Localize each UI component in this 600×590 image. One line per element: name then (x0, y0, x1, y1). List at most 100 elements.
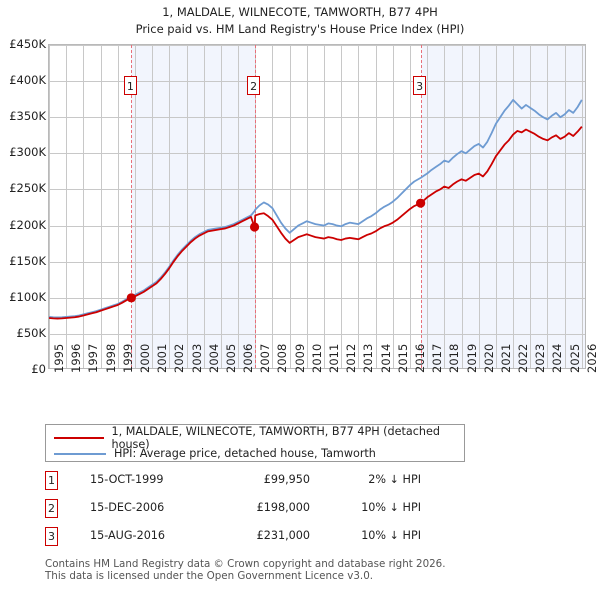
x-axis-tick-label: 2008 (275, 343, 290, 373)
gridline-horizontal (49, 153, 585, 155)
x-axis-tick-label: 2001 (155, 343, 170, 373)
legend-label-hpi: HPI: Average price, detached house, Tamw… (114, 447, 376, 460)
gridline-vertical (220, 45, 222, 368)
x-axis-tick-label: 1995 (52, 343, 66, 373)
x-axis-tick-label: 2004 (206, 343, 221, 373)
x-axis-tick-label: 2023 (533, 343, 548, 373)
chart-plot-area (48, 44, 586, 369)
x-axis-tick-label: 2014 (378, 343, 393, 373)
x-axis-tick-label: 1999 (120, 343, 135, 373)
x-axis-tick-label: 2007 (258, 343, 273, 373)
highlight-band (131, 45, 255, 368)
gridline-vertical (238, 45, 240, 368)
series-line (49, 126, 583, 320)
gridline-vertical (427, 45, 429, 368)
gridline-vertical (375, 45, 377, 368)
gridline-horizontal (49, 45, 585, 46)
gridline-vertical (358, 45, 360, 368)
gridline-vertical (100, 45, 102, 368)
transaction-date-1: 15-OCT-1999 (90, 473, 164, 486)
x-axis-tick-label: 2005 (223, 343, 238, 373)
gridline-vertical (83, 45, 85, 368)
transaction-hpi-1: 2% ↓ HPI (368, 473, 421, 486)
gridline-vertical (255, 45, 257, 368)
x-axis-tick-label: 2009 (292, 343, 307, 373)
gridline-vertical (289, 45, 291, 368)
transaction-index-1: 1 (45, 471, 58, 490)
x-axis-tick-label: 1996 (69, 343, 84, 373)
gridline-vertical (495, 45, 497, 368)
event-marker-line (254, 45, 256, 368)
gridline-vertical (461, 45, 463, 368)
chart-title-line1: 1, MALDALE, WILNECOTE, TAMWORTH, B77 4PH (162, 5, 438, 19)
table-row: 3 15-AUG-2016 £231,000 10% ↓ HPI (45, 526, 465, 554)
gridline-vertical (152, 45, 154, 368)
chart-legend: 1, MALDALE, WILNECOTE, TAMWORTH, B77 4PH… (45, 424, 465, 462)
footer-line-2: This data is licensed under the Open Gov… (45, 570, 374, 582)
gridline-vertical (444, 45, 446, 368)
gridline-vertical (134, 45, 136, 368)
x-axis-tick-label: 2003 (189, 343, 204, 373)
series-line (49, 98, 583, 319)
event-marker-box-1: 1 (123, 76, 137, 95)
gridline-vertical (186, 45, 188, 368)
highlight-band (420, 45, 585, 368)
gridline-vertical (409, 45, 411, 368)
gridline-vertical (117, 45, 119, 368)
data-point-marker (126, 293, 136, 303)
transaction-price-1: £99,950 (263, 473, 310, 486)
gridline-vertical (306, 45, 308, 368)
transaction-price-2: £198,000 (256, 501, 310, 514)
legend-label-property: 1, MALDALE, WILNECOTE, TAMWORTH, B77 4PH… (111, 424, 441, 451)
gridline-horizontal (49, 189, 585, 191)
y-axis-labels: £0 £50K £100K £150K £200K £250K £300K £350K £400… (0, 0, 46, 590)
x-axis-tick-label: 2002 (172, 343, 187, 373)
x-axis-tick-label: 2024 (550, 343, 565, 373)
event-marker-box-2: 2 (247, 76, 261, 95)
transaction-index-2: 2 (45, 499, 58, 518)
x-axis-tick-label: 2013 (361, 343, 376, 373)
page-title: 1, MALDALE, WILNECOTE, TAMWORTH, B77 4PH… (0, 4, 600, 38)
legend-item-property: 1, MALDALE, WILNECOTE, TAMWORTH, B77 4PH… (46, 425, 464, 451)
gridline-horizontal (49, 117, 585, 119)
transaction-hpi-2: 10% ↓ HPI (361, 501, 421, 514)
x-axis-tick-label: 2016 (412, 343, 427, 373)
gridline-vertical (169, 45, 171, 368)
legend-swatch-hpi (54, 452, 106, 455)
x-axis-tick-label: 2019 (464, 343, 479, 373)
data-point-marker (249, 222, 260, 232)
x-axis-tick-label: 2017 (430, 343, 445, 373)
y-axis-tick-label: £450K (9, 37, 46, 51)
transaction-price-3: £231,000 (256, 529, 310, 542)
table-row: 1 15-OCT-1999 £99,950 2% ↓ HPI (45, 470, 465, 498)
transaction-date-3: 15-AUG-2016 (90, 529, 166, 542)
footer-attribution: Contains HM Land Registry data © Crown c… (45, 558, 565, 582)
gridline-horizontal (49, 261, 585, 263)
x-axis-tick-label: 2022 (516, 343, 531, 373)
gridline-vertical (49, 45, 50, 368)
x-axis-tick-label: 2026 (584, 343, 599, 373)
gridline-vertical (513, 45, 515, 368)
gridline-vertical (203, 45, 205, 368)
gridline-vertical (392, 45, 394, 368)
y-axis-tick-label: £100K (9, 289, 46, 304)
y-axis-tick-label: £150K (9, 253, 46, 268)
x-axis-tick-label: 2010 (309, 343, 324, 373)
series-lines (49, 98, 583, 320)
x-axis-tick-label: 1997 (86, 343, 101, 373)
x-axis-tick-label: 2020 (481, 343, 496, 373)
y-axis-tick-label: £250K (9, 181, 46, 196)
gridline-horizontal (49, 297, 585, 299)
table-row: 2 15-DEC-2006 £198,000 10% ↓ HPI (45, 498, 465, 526)
y-axis-tick-label: £350K (9, 109, 46, 124)
x-axis-tick-label: 2006 (241, 343, 256, 373)
gridline-vertical (478, 45, 480, 368)
x-axis-tick-label: 2025 (567, 343, 582, 373)
x-axis-tick-label: 2000 (137, 343, 152, 373)
gridline-vertical (324, 45, 326, 368)
x-axis-tick-label: 2021 (498, 343, 513, 373)
data-point-marker (416, 198, 426, 208)
event-marker-box-3: 3 (413, 76, 427, 95)
gridline-vertical (66, 45, 68, 368)
transaction-hpi-3: 10% ↓ HPI (361, 529, 421, 542)
